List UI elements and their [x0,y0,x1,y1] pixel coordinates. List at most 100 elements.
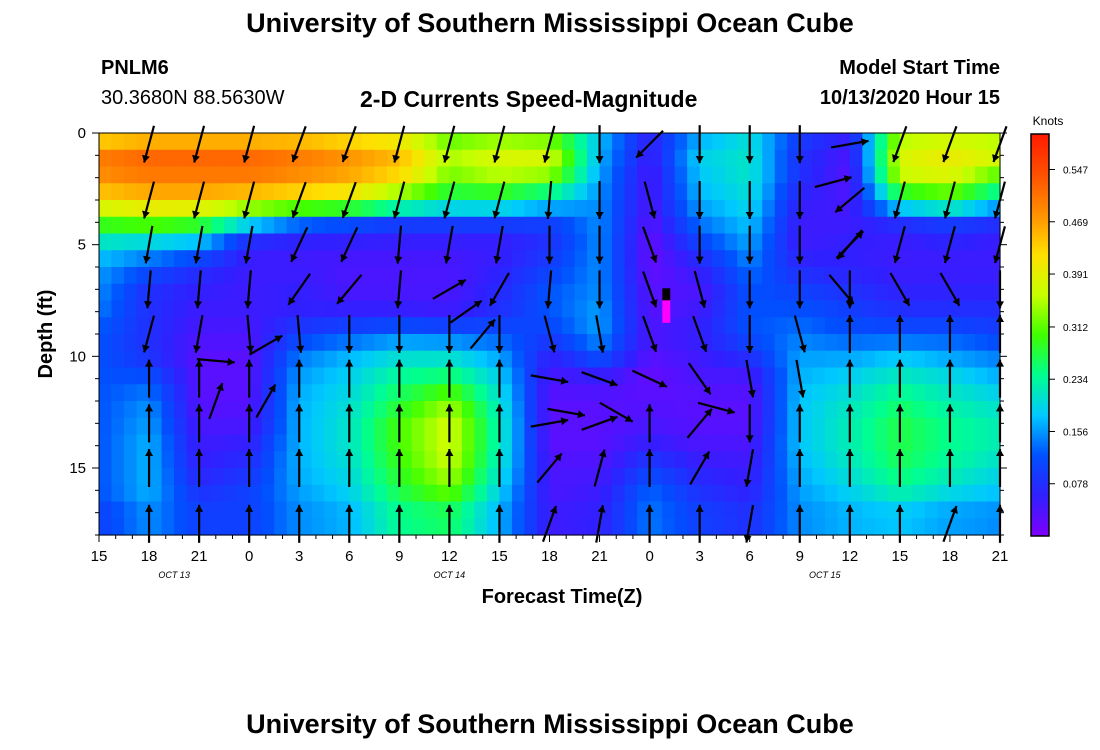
heatmap-cell [649,183,663,201]
heatmap-cell [524,166,538,184]
legend-tick-label: 0.078 [1063,480,1088,491]
heatmap-cell [449,300,463,318]
heatmap-cell [712,317,726,335]
heatmap-cell [449,166,463,184]
heatmap-cell [161,200,175,218]
arrow-head [495,504,504,512]
heatmap-cell [837,468,851,486]
heatmap-cell [199,401,213,419]
heatmap-cell [612,468,626,486]
heatmap-cell [899,367,914,385]
heatmap-cell [562,200,576,218]
heatmap-cell [486,233,501,251]
heatmap-cell [674,501,688,519]
heatmap-cell [461,484,476,503]
heatmap-cell [649,216,663,235]
heatmap-cell [674,166,688,184]
heatmap-cell [286,267,300,285]
heatmap-cell [249,367,263,385]
heatmap-cell [161,183,175,201]
heatmap-cell [749,183,763,201]
heatmap-cell [311,267,325,285]
heatmap-cell [899,518,914,536]
heatmap-cell [136,417,150,436]
heatmap-cell [599,183,613,201]
heatmap-cell [199,484,213,503]
heatmap-cell [637,200,651,218]
heatmap-cell [99,233,113,251]
current-vector-arrow [145,449,154,487]
heatmap-cell [637,317,651,335]
heatmap-cell [849,434,863,452]
current-vector-arrow [395,359,404,398]
current-vector-arrow [942,505,958,543]
heatmap-cell [424,468,438,486]
heatmap-cell [862,468,876,486]
heatmap-cell [474,451,488,469]
heatmap-cell [962,518,976,536]
heatmap-cell [812,484,826,503]
heatmap-cell [211,149,225,168]
heatmap-cell [937,417,951,436]
heatmap-cell [424,317,438,335]
heatmap-cell [361,166,375,184]
heatmap-cell [536,401,551,419]
heatmap-cell [812,350,826,369]
heatmap-cell [774,451,788,469]
heatmap-cell [924,317,939,335]
heatmap-cell [461,166,476,184]
heatmap-cell [436,216,450,235]
heatmap-cell [99,283,113,302]
heatmap-cell [449,250,463,268]
heatmap-cell [762,367,776,385]
heatmap-cell [149,283,163,302]
heatmap-cell [224,166,238,184]
heatmap-cell [474,149,488,168]
heatmap-cell [299,166,313,184]
heatmap-cell [161,300,175,318]
current-vector-arrow [287,273,312,306]
heatmap-cell [211,166,225,184]
heatmap-cell [812,300,826,318]
heatmap-cell [824,417,838,436]
heatmap-cell [687,384,701,402]
heatmap-cell [274,133,288,151]
heatmap-cell [812,149,826,168]
heatmap-cell [449,501,463,519]
heatmap-cell [849,334,863,352]
heatmap-cell [762,468,776,486]
heatmap-cell [399,518,413,536]
arrow-head [245,449,254,456]
heatmap-cell [699,468,713,486]
heatmap-cell [762,166,776,184]
heatmap-cell [924,334,939,352]
heatmap-cell [762,334,776,352]
heatmap-cell [174,250,188,268]
heatmap-cell [599,518,613,536]
heatmap-cell [374,501,388,519]
heatmap-cell [274,401,288,419]
heatmap-cell [562,183,576,201]
arrow-head [392,210,401,219]
heatmap-cell [937,216,951,235]
current-vector-arrow [745,359,756,398]
x-tick-label: 12 [841,548,858,565]
heatmap-cell [862,166,876,184]
arrow-head [337,295,345,304]
heatmap-cell [386,166,400,184]
heatmap-cell [612,367,626,385]
heatmap-cell [411,350,425,369]
heatmap-cell [374,149,388,168]
heatmap-cell [424,216,438,235]
heatmap-cell [574,183,588,201]
heatmap-cell [336,367,350,385]
heatmap-cell [924,451,939,469]
heatmap-cell [511,200,526,218]
heatmap-cell [436,518,450,536]
heatmap-cell [149,166,163,184]
arrow-head [747,389,756,398]
heatmap-cell [124,384,138,402]
heatmap-cell [549,233,563,251]
heatmap-cell [587,133,601,151]
current-vector-arrow [245,404,254,443]
